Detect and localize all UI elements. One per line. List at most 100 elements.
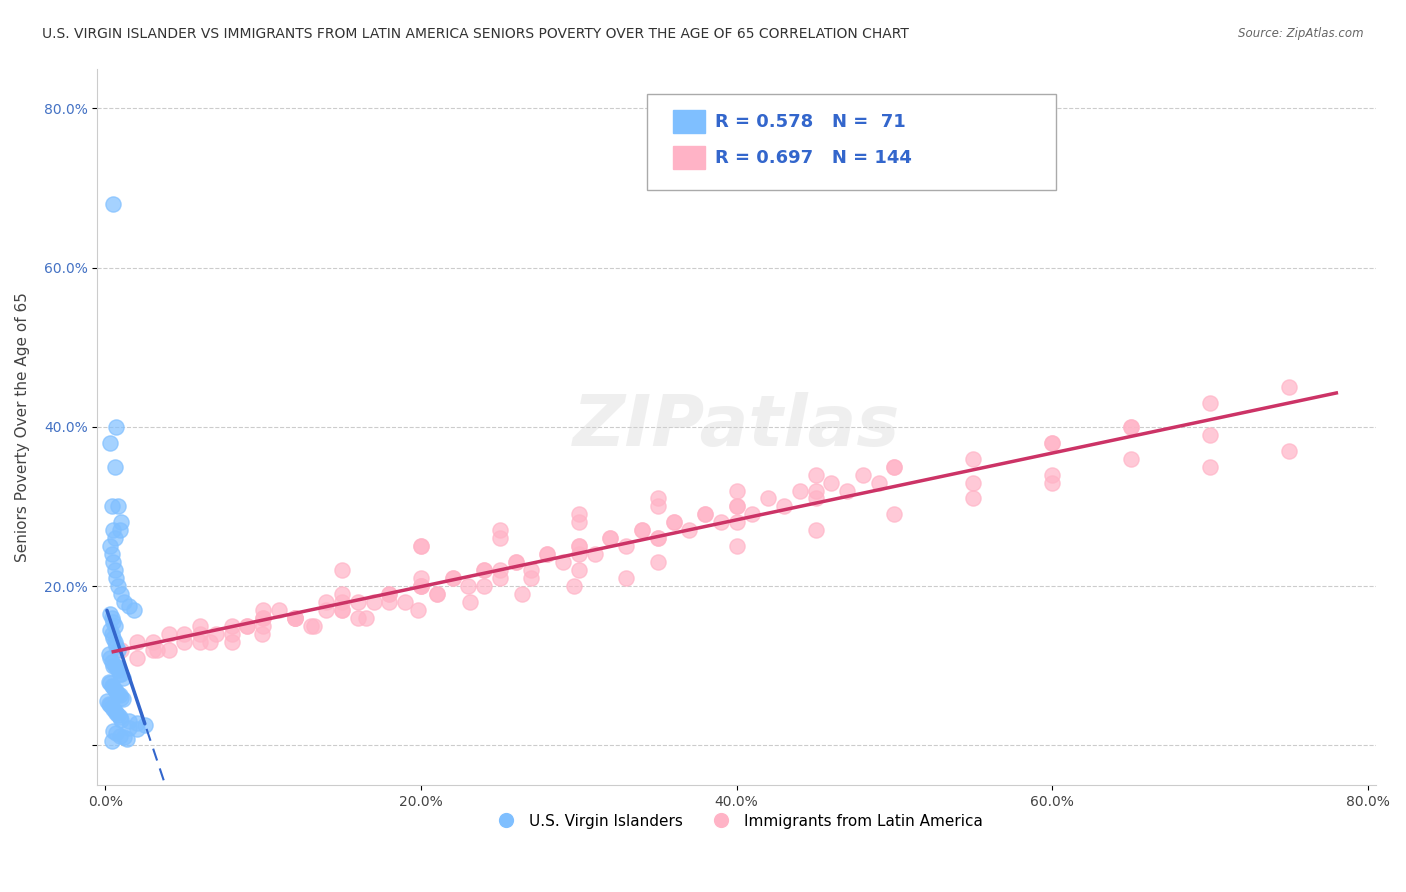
- Point: [105, 726, 128, 740]
- Point: [315, 603, 337, 617]
- Point: [118, 599, 141, 613]
- Point: [111, 671, 134, 685]
- Point: [614, 539, 637, 553]
- Point: [962, 451, 984, 466]
- Point: [378, 587, 401, 601]
- Point: [441, 571, 464, 585]
- Point: [108, 524, 131, 538]
- Point: [105, 706, 128, 721]
- Point: [330, 587, 353, 601]
- Point: [252, 611, 274, 625]
- Point: [104, 634, 127, 648]
- Point: [284, 611, 307, 625]
- Point: [110, 516, 132, 530]
- Point: [105, 571, 128, 585]
- Point: [252, 611, 274, 625]
- Point: [599, 531, 621, 545]
- Point: [267, 603, 290, 617]
- Point: [1121, 451, 1143, 466]
- Point: [363, 595, 385, 609]
- Point: [852, 467, 875, 482]
- Point: [250, 627, 273, 641]
- Point: [725, 500, 748, 514]
- Point: [710, 516, 733, 530]
- Point: [804, 491, 827, 506]
- Point: [221, 627, 243, 641]
- Point: [110, 666, 132, 681]
- Point: [100, 500, 122, 514]
- Point: [662, 516, 685, 530]
- Point: [614, 571, 637, 585]
- Point: [1199, 459, 1222, 474]
- Point: [104, 619, 127, 633]
- Point: [647, 491, 669, 506]
- Point: [409, 579, 432, 593]
- Point: [378, 595, 401, 609]
- Bar: [672, 146, 704, 169]
- Point: [510, 587, 533, 601]
- Point: [647, 555, 669, 569]
- Point: [489, 571, 512, 585]
- Text: R = 0.578   N =  71: R = 0.578 N = 71: [714, 113, 905, 131]
- Point: [302, 619, 325, 633]
- Point: [108, 666, 131, 681]
- Point: [104, 658, 127, 673]
- Point: [97, 674, 120, 689]
- Point: [98, 607, 121, 621]
- Point: [568, 516, 591, 530]
- Point: [693, 508, 716, 522]
- Point: [647, 531, 669, 545]
- Point: [111, 692, 134, 706]
- Point: [505, 555, 527, 569]
- Point: [118, 721, 141, 735]
- Y-axis label: Seniors Poverty Over the Age of 65: Seniors Poverty Over the Age of 65: [15, 292, 30, 562]
- Point: [1199, 396, 1222, 410]
- Point: [188, 627, 211, 641]
- Point: [110, 690, 132, 705]
- Point: [756, 491, 779, 506]
- Point: [103, 615, 125, 629]
- Point: [568, 547, 591, 561]
- Point: [125, 634, 148, 648]
- Point: [1278, 380, 1301, 394]
- Point: [647, 500, 669, 514]
- Point: [520, 571, 543, 585]
- Point: [562, 579, 585, 593]
- Point: [347, 595, 370, 609]
- Point: [330, 603, 353, 617]
- Point: [299, 619, 322, 633]
- Point: [583, 547, 606, 561]
- Point: [112, 731, 135, 745]
- Point: [725, 483, 748, 498]
- Point: [472, 563, 495, 577]
- Point: [568, 508, 591, 522]
- Point: [98, 435, 121, 450]
- Point: [725, 539, 748, 553]
- Point: [157, 642, 180, 657]
- Point: [536, 547, 558, 561]
- Point: [1040, 467, 1063, 482]
- Point: [599, 531, 621, 545]
- Point: [105, 419, 128, 434]
- Point: [631, 524, 654, 538]
- Point: [107, 500, 129, 514]
- Point: [472, 579, 495, 593]
- Point: [100, 627, 122, 641]
- Point: [142, 634, 165, 648]
- Point: [551, 555, 574, 569]
- Point: [103, 702, 125, 716]
- Point: [236, 619, 259, 633]
- Point: [98, 650, 121, 665]
- Text: Source: ZipAtlas.com: Source: ZipAtlas.com: [1239, 27, 1364, 40]
- Point: [173, 634, 195, 648]
- Point: [962, 475, 984, 490]
- Point: [103, 524, 125, 538]
- Point: [103, 680, 125, 694]
- Point: [962, 491, 984, 506]
- Point: [107, 708, 129, 723]
- Point: [426, 587, 449, 601]
- Point: [409, 539, 432, 553]
- Point: [110, 587, 132, 601]
- Point: [103, 658, 125, 673]
- Point: [568, 539, 591, 553]
